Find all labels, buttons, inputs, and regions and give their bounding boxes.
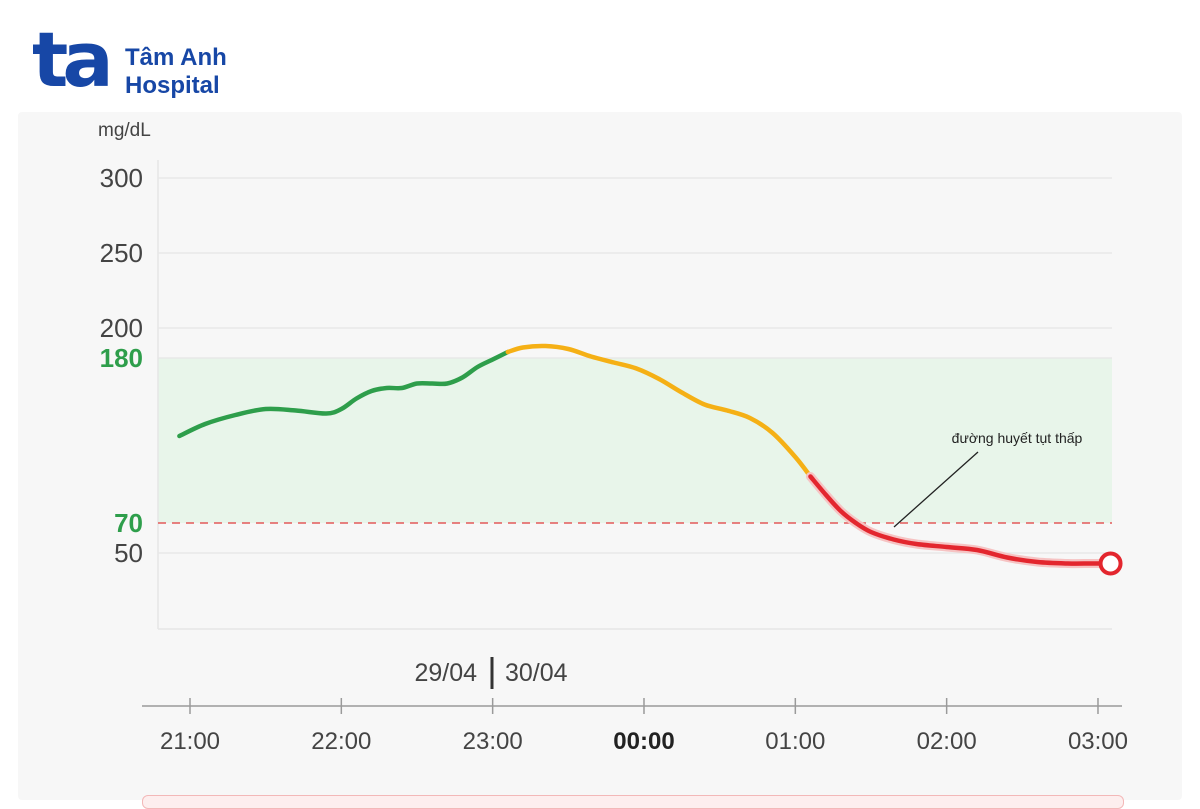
y-tick-label-180: 180 <box>100 343 143 373</box>
y-tick-label-200: 200 <box>100 313 143 343</box>
latest-reading-marker <box>1098 551 1123 576</box>
series-segment-normal <box>177 349 511 439</box>
series-segment-low <box>808 474 1108 566</box>
hospital-logo: ta Tâm Anh Hospital <box>32 22 242 106</box>
y-tick-label-300: 300 <box>100 163 143 193</box>
y-axis-label: mg/dL <box>98 120 151 141</box>
annotation-leader-line <box>893 451 979 528</box>
logo-name-line1: Tâm Anh <box>125 44 227 71</box>
x-tick-label-02:00: 02:00 <box>917 728 977 755</box>
x-tick-label-01:00: 01:00 <box>765 728 825 755</box>
bottom-banner-edge <box>142 795 1124 809</box>
logo-name: Tâm Anh Hospital <box>125 44 227 100</box>
logo-name-line2: Hospital <box>125 72 220 99</box>
date-label-left: 29/04 <box>414 659 477 687</box>
date-label-right: 30/04 <box>505 659 568 687</box>
x-tick-label-00:00: 00:00 <box>613 728 674 755</box>
target-range-band <box>158 358 1112 523</box>
logo-mark: ta <box>32 15 114 104</box>
y-tick-label-70: 70 <box>114 508 143 538</box>
x-tick-label-21:00: 21:00 <box>160 728 220 755</box>
annotation-text: đường huyết tụt thấp <box>952 430 1083 446</box>
x-tick-label-23:00: 23:00 <box>463 728 523 755</box>
x-tick-label-03:00: 03:00 <box>1068 728 1128 755</box>
y-tick-label-250: 250 <box>100 238 143 268</box>
x-tick-label-22:00: 22:00 <box>311 728 371 755</box>
series-segment-elevated <box>505 343 813 479</box>
y-tick-label-50: 50 <box>114 538 143 568</box>
